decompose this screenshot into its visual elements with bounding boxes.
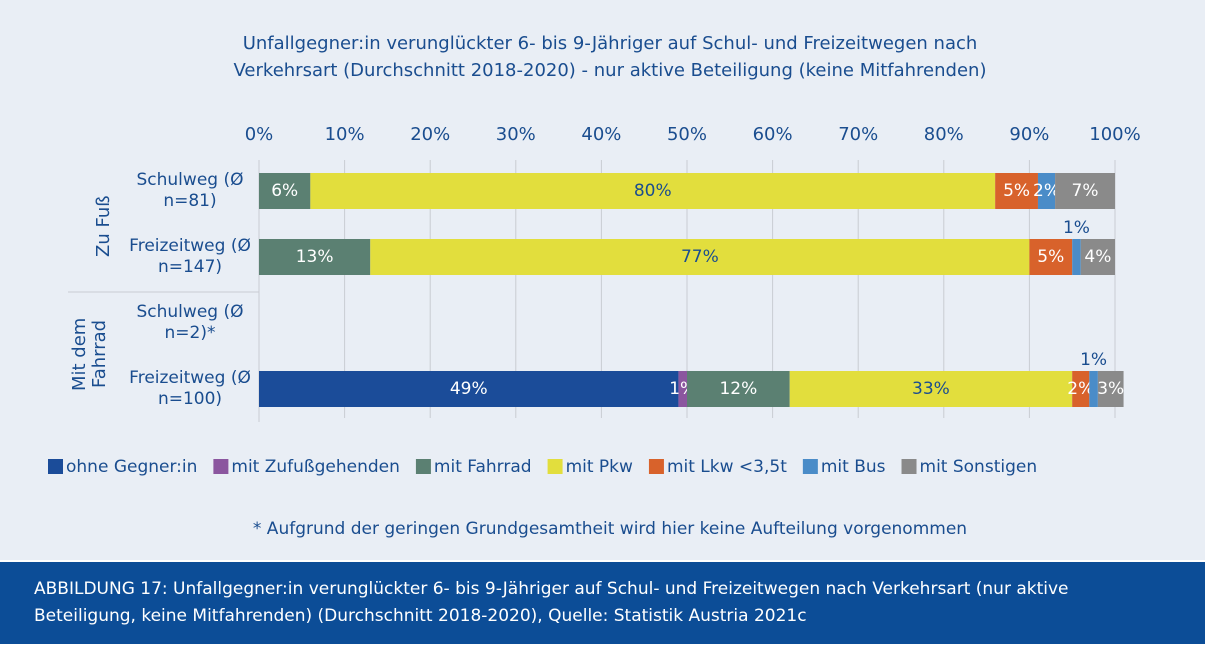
x-tick-label: 40% xyxy=(581,124,621,145)
caption: ABBILDUNG 17: Unfallgegner:in verunglück… xyxy=(34,579,1069,626)
legend-label: mit Bus xyxy=(821,457,886,477)
legend-swatch xyxy=(213,459,229,474)
data-label: 6% xyxy=(271,181,298,201)
legend-label: mit Fahrrad xyxy=(434,457,532,477)
category-label: Freizeitweg (Ø n=100) xyxy=(129,368,251,409)
bar-segment xyxy=(995,173,1038,209)
bar-segment xyxy=(259,371,679,407)
chart-area xyxy=(0,0,1205,560)
legend-swatch xyxy=(48,459,63,474)
data-label: 80% xyxy=(634,181,672,201)
group-label: Mit dem Fahrrad xyxy=(69,317,110,391)
x-tick-label: 60% xyxy=(753,124,793,145)
bar-segment xyxy=(1080,239,1115,275)
x-tick-label: 90% xyxy=(1009,124,1049,145)
data-label: 1% xyxy=(1080,350,1107,370)
legend-label: mit Pkw xyxy=(566,457,633,477)
bar-segment xyxy=(1037,173,1056,209)
bar-segment xyxy=(1072,239,1081,275)
bar-segment xyxy=(678,371,687,407)
bar-segment xyxy=(789,371,1073,407)
data-label: 7% xyxy=(1072,181,1099,201)
data-label: 1% xyxy=(1063,218,1090,238)
bar-segment xyxy=(1055,173,1115,209)
legend-swatch xyxy=(415,459,431,474)
x-tick-label: 100% xyxy=(1089,124,1140,145)
category-label: Schulweg (Ø n=81) xyxy=(136,170,244,211)
data-label: 12% xyxy=(719,379,757,399)
data-label: 13% xyxy=(296,247,334,267)
x-tick-label: 20% xyxy=(410,124,450,145)
bar-segment xyxy=(370,239,1030,275)
bar-segment xyxy=(310,173,996,209)
data-label: 2% xyxy=(1033,181,1060,201)
bar-segment xyxy=(1089,371,1098,407)
chart: 0% 10% 20% 30% 40% 50% 60% 70% 80% 90% 100% 6% 80% 5%… xyxy=(48,124,1141,539)
x-tick-label: 80% xyxy=(924,124,964,145)
x-tick-label: 50% xyxy=(667,124,707,145)
category-label: Freizeitweg (Ø n=147) xyxy=(129,236,251,277)
legend-label: mit Zufußgehenden xyxy=(231,457,400,477)
x-tick-label: 70% xyxy=(838,124,878,145)
x-tick-label: 0% xyxy=(245,124,274,145)
bar-segment xyxy=(1029,239,1073,275)
legend-swatch xyxy=(648,459,664,474)
bar-segment xyxy=(1097,371,1124,407)
bar-segment xyxy=(259,239,371,275)
legend-label: mit Sonstigen xyxy=(920,457,1038,477)
data-label: 5% xyxy=(1003,181,1030,201)
group-label: Zu Fuß xyxy=(93,195,114,257)
legend-swatch xyxy=(901,459,917,474)
legend-label: mit Lkw <3,5t xyxy=(667,457,787,477)
bar-segment xyxy=(1072,371,1090,407)
data-label: 3% xyxy=(1097,379,1124,399)
x-tick-label: 10% xyxy=(325,124,365,145)
data-label: 77% xyxy=(681,247,719,267)
category-label: Schulweg (Ø n=2)* xyxy=(136,302,244,343)
legend-label: ohne Gegner:in xyxy=(66,457,197,477)
bar-segment xyxy=(259,173,311,209)
chart-title: Unfallgegner:in verunglückter 6- bis 9-J… xyxy=(233,33,987,81)
data-label: 4% xyxy=(1084,247,1111,267)
data-label: 33% xyxy=(912,379,950,399)
legend-swatch xyxy=(547,459,563,474)
footnote: * Aufgrund der geringen Grundgesamtheit … xyxy=(253,519,967,539)
data-label: 49% xyxy=(450,379,488,399)
data-label: 2% xyxy=(1067,379,1094,399)
data-label: 5% xyxy=(1037,247,1064,267)
x-tick-label: 30% xyxy=(496,124,536,145)
legend-swatch xyxy=(802,459,818,474)
caption-box: ABBILDUNG 17: Unfallgegner:in verunglück… xyxy=(0,562,1205,644)
bar-segment xyxy=(687,371,790,407)
